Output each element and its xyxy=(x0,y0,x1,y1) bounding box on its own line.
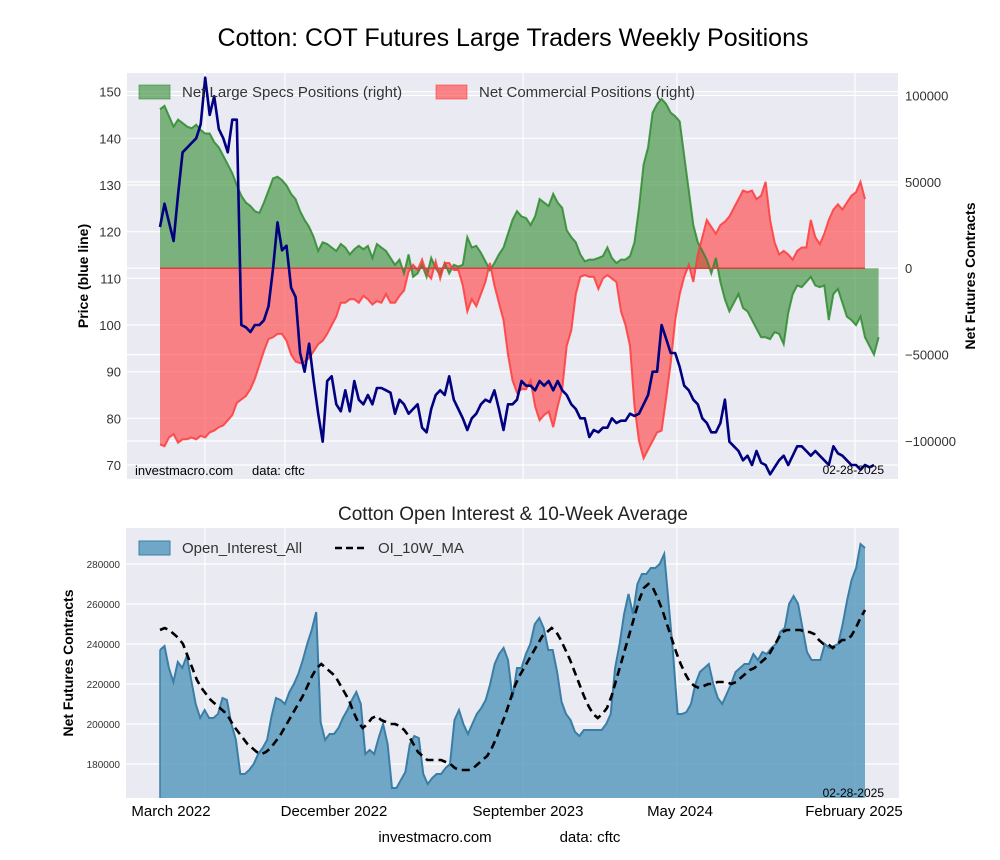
legend-swatch-commercial xyxy=(435,84,468,100)
price-tick-label: 90 xyxy=(107,365,121,380)
open-interest-area xyxy=(159,542,866,798)
date-tick-label: December 2022 xyxy=(281,803,388,820)
moving-average-line xyxy=(159,582,867,772)
open-interest-tick-label: 220000 xyxy=(87,680,121,691)
date-axis-ticks: March 2022 December 2022 September 2023 May… xyxy=(131,803,902,820)
moving-average-group xyxy=(159,582,867,772)
price-tick-label: 80 xyxy=(107,411,121,426)
contracts-tick-label: 0 xyxy=(905,261,912,276)
open-interest-panel: 180000 200000 220000 240000 260000 280000 Mar… xyxy=(60,528,903,820)
price-tick-label: 70 xyxy=(107,458,121,473)
price-line xyxy=(158,76,875,476)
open-interest-axis-label: Net Futures Contracts xyxy=(60,589,76,736)
legend-swatch-open-interest xyxy=(138,540,171,556)
contracts-tick-label: 50000 xyxy=(905,175,941,190)
open-interest-tick-label: 240000 xyxy=(87,640,121,651)
date-tick-label: September 2023 xyxy=(473,803,584,820)
large-specs-line xyxy=(159,97,880,358)
price-axis-label: Price (blue line) xyxy=(75,224,91,328)
open-interest-line xyxy=(159,542,866,789)
footer-source: data: cftc xyxy=(560,829,621,846)
price-tick-label: 120 xyxy=(99,225,121,240)
positions-area-fills xyxy=(159,97,880,462)
legend-label-large-specs: Net Large Specs Positions (right) xyxy=(182,84,402,101)
open-interest-legend: Open_Interest_All OI_10W_MA xyxy=(138,540,464,557)
commercial-area xyxy=(160,181,865,459)
commercial-line xyxy=(159,178,866,462)
footer-site: investmacro.com xyxy=(378,829,491,846)
net-contracts-axis-label: Net Futures Contracts xyxy=(962,202,978,349)
date-tick-label: March 2022 xyxy=(131,803,210,820)
watermark-site: investmacro.com xyxy=(135,463,233,478)
open-interest-tick-label: 180000 xyxy=(87,760,121,771)
contracts-tick-label: −50000 xyxy=(905,348,949,363)
price-tick-label: 150 xyxy=(99,85,121,100)
open-interest-tick-label: 280000 xyxy=(87,560,121,571)
date-tick-label: February 2025 xyxy=(805,803,903,820)
price-line-group xyxy=(158,76,875,476)
price-tick-label: 130 xyxy=(99,178,121,193)
watermark-source: data: cftc xyxy=(252,463,305,478)
legend-label-moving-average: OI_10W_MA xyxy=(378,540,464,557)
open-interest-axis-ticks: 180000 200000 220000 240000 260000 280000 xyxy=(87,560,121,771)
open-interest-last-date: 02-28-2025 xyxy=(823,786,885,800)
figure-title: Cotton: COT Futures Large Traders Weekly… xyxy=(218,24,809,52)
open-interest-tick-label: 200000 xyxy=(87,720,121,731)
contracts-tick-label: −100000 xyxy=(905,434,956,449)
legend-swatch-large-specs xyxy=(138,84,171,100)
price-axis-ticks: 70 80 90 100 110 120 130 140 150 xyxy=(99,85,121,473)
date-tick-label: May 2024 xyxy=(647,803,713,820)
open-interest-title: Cotton Open Interest & 10-Week Average xyxy=(338,504,688,525)
open-interest-tick-label: 260000 xyxy=(87,600,121,611)
large-specs-area xyxy=(160,98,879,355)
open-interest-area-fill xyxy=(160,544,865,798)
legend-label-open-interest: Open_Interest_All xyxy=(182,540,302,557)
price-tick-label: 110 xyxy=(100,271,121,286)
contracts-tick-label: 100000 xyxy=(905,88,948,103)
legend-label-commercial: Net Commercial Positions (right) xyxy=(479,84,695,101)
net-contracts-axis-ticks: −100000 −50000 0 50000 100000 xyxy=(905,88,956,449)
positions-last-date: 02-28-2025 xyxy=(823,463,885,477)
price-tick-label: 100 xyxy=(99,318,121,333)
positions-panel: 70 80 90 100 110 120 130 140 150 −100000 −50000 0 5… xyxy=(75,73,978,479)
price-tick-label: 140 xyxy=(99,131,121,146)
positions-legend: Net Large Specs Positions (right) Net Co… xyxy=(138,84,695,101)
